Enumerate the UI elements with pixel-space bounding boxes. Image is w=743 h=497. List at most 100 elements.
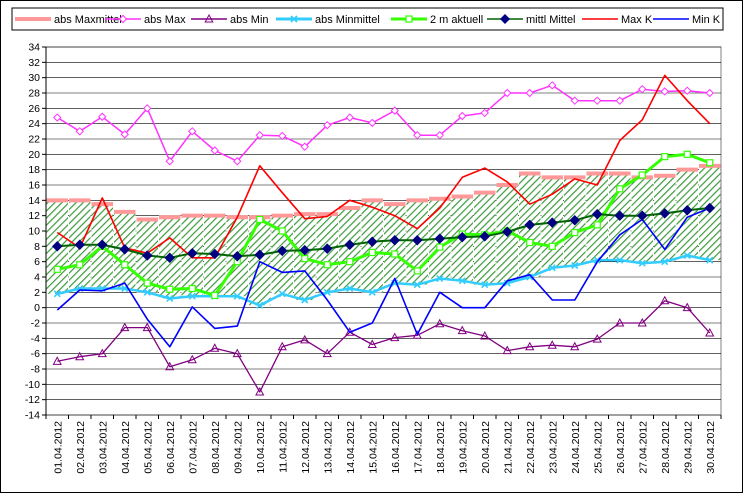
absmin-point <box>502 345 512 355</box>
legend-label-absmax: abs Max <box>144 14 186 26</box>
x-tick-label: 26.04.2012 <box>615 421 627 474</box>
x-tick-label: 11.04.2012 <box>277 421 289 473</box>
legend-label-aktuell: 2 m aktuell <box>430 14 483 26</box>
mittlmittel-point <box>164 252 176 264</box>
legend-marker-absminmittel <box>290 15 298 23</box>
absmax-point <box>435 130 444 140</box>
absminmittel-point <box>661 258 669 266</box>
absmax-point <box>143 104 152 113</box>
mittlmittel-point <box>479 231 491 242</box>
x-tick-label: 08.04.2012 <box>210 421 222 474</box>
legend-box <box>11 7 724 31</box>
absmin-point <box>142 322 152 332</box>
absmin-point <box>412 330 422 339</box>
aktuell-point <box>638 171 646 179</box>
x-tick-label: 09.04.2012 <box>232 421 244 474</box>
absmin-point <box>682 302 692 312</box>
plot-area: -14-12-10-8-6-4-202468101214161820222426… <box>25 42 722 474</box>
absmin-point <box>547 340 557 349</box>
y-tick-label: -14 <box>25 410 40 422</box>
absmax-point <box>480 108 489 118</box>
legend-label-mink: Min K <box>692 14 721 26</box>
mittlmittel-point <box>434 233 446 245</box>
absminmittel-point <box>571 261 579 270</box>
y-tick-label: 22 <box>28 134 40 146</box>
mittlmittel-point <box>704 202 716 214</box>
absmin-point <box>367 339 377 348</box>
absminmittel-point <box>706 256 714 264</box>
x-tick-label: 30.04.2012 <box>705 421 717 474</box>
legend-marker-mittlmittel <box>500 14 510 24</box>
mittlmittel-point <box>74 239 86 251</box>
mittlmittel-point <box>141 250 153 261</box>
x-tick-label: 19.04.2012 <box>457 421 469 474</box>
y-tick-label: -4 <box>31 333 40 345</box>
x-tick-label: 23.04.2012 <box>547 421 559 474</box>
legend-label-maxk: Max K <box>621 14 653 26</box>
absmax-point <box>503 88 512 98</box>
absmin-point <box>210 343 220 352</box>
chart-legend: abs Maxmittel abs Max abs Min abs Minmittel… <box>11 7 724 31</box>
absmin-point <box>322 348 332 358</box>
y-tick-label: 14 <box>28 195 40 207</box>
mittlmittel-point <box>389 234 401 246</box>
absmax-point <box>548 81 557 90</box>
y-tick-label: -8 <box>31 364 40 376</box>
aktuell-point <box>571 228 579 237</box>
x-tick-label: 10.04.2012 <box>255 421 267 474</box>
legend-label-absmin: abs Min <box>230 14 269 26</box>
aktuell-point <box>301 255 309 263</box>
absmax-point <box>683 86 692 95</box>
absmax-point <box>75 127 84 136</box>
absminmittel-point <box>368 288 376 296</box>
aktuell-point <box>593 221 601 229</box>
mink-line <box>56 207 711 348</box>
aktuell-point <box>53 265 61 273</box>
mittlmittel-point <box>96 239 108 251</box>
absmin-line <box>57 300 711 393</box>
mittlmittel-point <box>321 243 333 254</box>
x-tick-label: 05.04.2012 <box>142 421 154 474</box>
absmin-point <box>615 317 625 327</box>
y-tick-label: 4 <box>34 272 40 284</box>
absmax-point <box>705 88 714 98</box>
absmax-point <box>638 84 647 94</box>
absminmittel-point <box>256 301 264 309</box>
x-tick-label: 16.04.2012 <box>390 421 402 474</box>
aktuell-point <box>526 238 534 247</box>
absmin-point <box>120 322 130 332</box>
absmax-point <box>255 130 264 140</box>
x-tick-label: 28.04.2012 <box>660 421 672 474</box>
mittlmittel-point <box>501 226 513 238</box>
absmax-point <box>300 142 309 151</box>
y-tick-label: 0 <box>34 302 40 314</box>
absmin-point <box>232 348 242 358</box>
absminmittel-point <box>301 296 309 304</box>
x-tick-label: 14.04.2012 <box>345 421 357 474</box>
legend-marker-aktuell <box>405 15 413 23</box>
absmax-point <box>188 127 197 136</box>
mittlmittel-point <box>591 208 603 220</box>
y-tick-label: 30 <box>28 72 40 84</box>
legend-label-mittlmittel: mittl Mittel <box>526 14 576 26</box>
absmin-point <box>97 348 107 358</box>
absminmittel-point <box>413 281 421 289</box>
absmin-point <box>75 351 85 361</box>
range-bar <box>654 175 676 262</box>
legend-marker-absmin <box>204 13 214 23</box>
absmin-point <box>660 295 670 305</box>
absminmittel-point <box>683 251 691 260</box>
aktuell-point <box>616 185 624 193</box>
absmin-point <box>187 354 197 364</box>
absmin-point <box>277 341 287 351</box>
x-tick-label: 02.04.2012 <box>75 421 87 474</box>
mittlmittel-point <box>546 217 558 228</box>
y-tick-label: 20 <box>28 149 40 161</box>
absmax-point <box>390 106 399 115</box>
y-tick-label: 12 <box>28 210 40 222</box>
mittlmittel-point <box>344 239 356 251</box>
aktuell-point <box>391 250 399 258</box>
x-tick-label: 01.04.2012 <box>52 421 64 474</box>
absminmittel-line <box>57 254 711 307</box>
